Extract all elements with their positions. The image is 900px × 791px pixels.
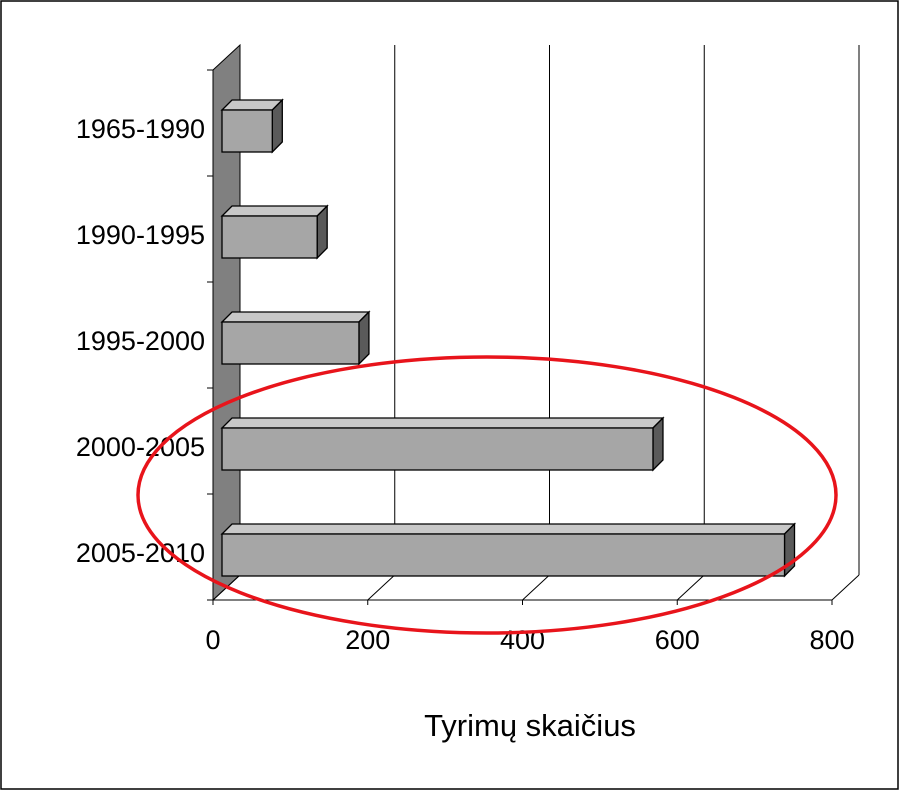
y-tick-label: 1990-1995 <box>76 220 205 250</box>
x-tick-label: 600 <box>655 625 700 655</box>
x-tick-label: 200 <box>345 625 390 655</box>
y-tick-label: 1995-2000 <box>76 326 205 356</box>
floor-line <box>522 574 550 601</box>
x-axis-title: Tyrimų skaičius <box>424 708 636 743</box>
bar <box>221 321 360 365</box>
bar <box>221 533 786 577</box>
bar <box>221 109 273 153</box>
highlight-ellipse <box>136 355 838 635</box>
bars: 1965-19901990-19951995-20002000-20052005… <box>76 98 797 578</box>
bar-side <box>316 204 328 260</box>
floor-line <box>831 574 860 601</box>
bar-top <box>220 523 797 535</box>
y-tick-label: 2000-2005 <box>76 432 205 462</box>
bar-side <box>652 416 664 472</box>
bar-top <box>220 205 329 217</box>
x-tick-label: 400 <box>500 625 545 655</box>
x-tick-label: 0 <box>205 625 220 655</box>
bar-side <box>358 310 370 366</box>
bar-side <box>271 98 283 154</box>
bar <box>221 215 318 259</box>
x-tick-label: 800 <box>809 625 854 655</box>
y-tick-label: 1965-1990 <box>76 114 205 144</box>
bar-top <box>220 417 665 429</box>
floor-line <box>676 574 705 601</box>
bar-top <box>220 311 371 323</box>
bar <box>221 427 654 471</box>
floor-line <box>367 574 396 601</box>
